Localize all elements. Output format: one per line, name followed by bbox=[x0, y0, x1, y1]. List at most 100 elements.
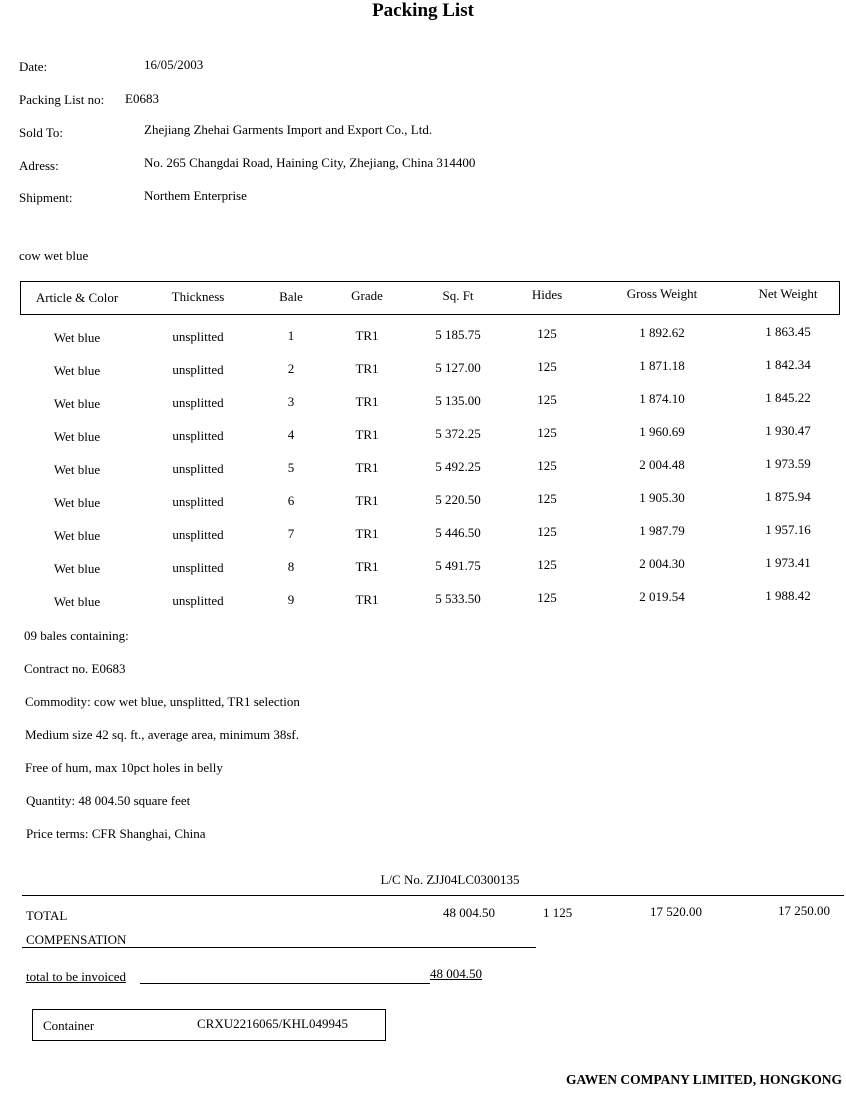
column-header: Grade bbox=[351, 288, 383, 303]
table-cell: unsplitted bbox=[172, 560, 224, 575]
table-cell: 1 987.79 bbox=[639, 523, 685, 538]
table-cell: 1 871.18 bbox=[639, 358, 685, 373]
table-cell: 3 bbox=[287, 394, 295, 409]
table-row: Wet blue unsplitted 4 TR1 5 372.25 125 1 960.6… bbox=[0, 423, 846, 449]
table-cell: 5 491.75 bbox=[435, 558, 481, 573]
date-label: Date: bbox=[19, 59, 48, 74]
table-cell: 2 004.48 bbox=[639, 457, 685, 472]
table-cell: TR1 bbox=[355, 394, 379, 409]
table-row: Wet blue unsplitted 9 TR1 5 533.50 125 2 019.5… bbox=[0, 588, 846, 614]
table-cell: TR1 bbox=[355, 592, 379, 607]
note-line: Price terms: CFR Shanghai, China bbox=[26, 826, 206, 841]
total-net-weight: 17 250.00 bbox=[778, 903, 830, 918]
table-cell: 2 019.54 bbox=[639, 589, 685, 604]
container-value: CRXU2216065/KHL049945 bbox=[197, 1016, 348, 1031]
table-cell: 125 bbox=[537, 590, 557, 605]
table-row: Wet blue unsplitted 3 TR1 5 135.00 125 1 874.1… bbox=[0, 390, 846, 416]
table-cell: unsplitted bbox=[172, 527, 224, 542]
table-cell: Wet blue bbox=[53, 363, 101, 378]
table-cell: TR1 bbox=[355, 493, 379, 508]
table-cell: 5 372.25 bbox=[435, 426, 481, 441]
table-cell: 1 960.69 bbox=[639, 424, 685, 439]
table-cell: TR1 bbox=[355, 361, 379, 376]
table-cell: 5 492.25 bbox=[435, 459, 481, 474]
table-row: Wet blue unsplitted 2 TR1 5 127.00 125 1 871.1… bbox=[0, 357, 846, 383]
note-line: 09 bales containing: bbox=[24, 628, 129, 643]
total-sq-ft: 48 004.50 bbox=[443, 905, 495, 920]
table-cell: 1 988.42 bbox=[765, 588, 811, 603]
table-cell: 125 bbox=[537, 392, 557, 407]
table-cell: 5 135.00 bbox=[435, 393, 481, 408]
table-row: Wet blue unsplitted 1 TR1 5 185.75 125 1 892.6… bbox=[0, 324, 846, 350]
table-cell: 6 bbox=[287, 493, 295, 508]
table-cell: 9 bbox=[287, 592, 295, 607]
column-header: Thickness bbox=[171, 289, 225, 304]
table-cell: 1 892.62 bbox=[639, 325, 685, 340]
table-cell: unsplitted bbox=[172, 428, 224, 443]
table-cell: 1 930.47 bbox=[765, 423, 811, 438]
table-cell: 4 bbox=[287, 427, 295, 442]
table-cell: Wet blue bbox=[53, 429, 101, 444]
table-cell: 1 875.94 bbox=[765, 489, 811, 504]
table-cell: unsplitted bbox=[172, 461, 224, 476]
table-cell: 125 bbox=[537, 359, 557, 374]
invoiced-value: 48 004.50 bbox=[430, 966, 482, 981]
container-label: Container bbox=[43, 1018, 95, 1033]
note-line: Commodity: cow wet blue, unsplitted, TR1… bbox=[25, 694, 300, 709]
table-cell: 1 874.10 bbox=[639, 391, 685, 406]
address-label: Adress: bbox=[19, 158, 59, 173]
column-header: Article & Color bbox=[35, 290, 119, 305]
table-row: Wet blue unsplitted 7 TR1 5 446.50 125 1 987.7… bbox=[0, 522, 846, 548]
table-cell: Wet blue bbox=[53, 462, 101, 477]
total-gross-weight: 17 520.00 bbox=[650, 904, 702, 919]
table-cell: 125 bbox=[537, 524, 557, 539]
table-cell: 1 973.59 bbox=[765, 456, 811, 471]
total-hides: 1 125 bbox=[543, 905, 573, 920]
table-cell: 5 bbox=[287, 460, 295, 475]
sold-to-value: Zhejiang Zhehai Garments Import and Expo… bbox=[144, 122, 433, 137]
page-title: Packing List bbox=[372, 0, 474, 21]
note-line: Free of hum, max 10pct holes in belly bbox=[25, 760, 223, 775]
packing-list-label: Packing List no: bbox=[19, 92, 105, 107]
table-cell: Wet blue bbox=[53, 528, 101, 543]
table-row: Wet blue unsplitted 8 TR1 5 491.75 125 2 004.3… bbox=[0, 555, 846, 581]
table-cell: 1 842.34 bbox=[765, 357, 811, 372]
table-row: Wet blue unsplitted 5 TR1 5 492.25 125 2 004.4… bbox=[0, 456, 846, 482]
table-cell: 7 bbox=[287, 526, 295, 541]
date-value: 16/05/2003 bbox=[144, 57, 204, 72]
table-cell: 5 220.50 bbox=[435, 492, 481, 507]
compensation-label: COMPENSATION bbox=[26, 932, 127, 947]
table-cell: unsplitted bbox=[172, 329, 224, 344]
table-cell: 1 905.30 bbox=[639, 490, 685, 505]
divider bbox=[140, 983, 430, 984]
table-cell: TR1 bbox=[355, 526, 379, 541]
table-cell: unsplitted bbox=[172, 593, 224, 608]
sold-to-label: Sold To: bbox=[19, 125, 64, 140]
table-cell: Wet blue bbox=[53, 396, 101, 411]
table-cell: Wet blue bbox=[53, 495, 101, 510]
table-cell: Wet blue bbox=[53, 561, 101, 576]
column-header: Gross Weight bbox=[626, 286, 698, 301]
table-cell: 5 127.00 bbox=[435, 360, 481, 375]
table-cell: 125 bbox=[537, 491, 557, 506]
table-cell: 5 446.50 bbox=[435, 525, 481, 540]
table-cell: TR1 bbox=[355, 328, 379, 343]
table-cell: 2 bbox=[287, 361, 295, 376]
column-header: Hides bbox=[531, 287, 563, 302]
column-header: Net Weight bbox=[758, 286, 818, 301]
total-label: TOTAL bbox=[26, 908, 68, 923]
table-cell: 125 bbox=[537, 557, 557, 572]
column-header: Bale bbox=[279, 289, 303, 304]
shipment-value: Northem Enterprise bbox=[144, 188, 247, 203]
address-value: No. 265 Changdai Road, Haining City, Zhe… bbox=[144, 155, 476, 170]
invoiced-label: total to be invoiced bbox=[26, 969, 127, 984]
footer-company: GAWEN COMPANY LIMITED, HONGKONG bbox=[565, 1072, 842, 1087]
table-row: Wet blue unsplitted 6 TR1 5 220.50 125 1 905.3… bbox=[0, 489, 846, 515]
table-cell: 5 185.75 bbox=[435, 327, 481, 342]
table-cell: 1 bbox=[287, 328, 295, 343]
product-name: cow wet blue bbox=[19, 248, 89, 263]
packing-list-no: E0683 bbox=[125, 91, 159, 106]
table-header bbox=[20, 281, 840, 315]
note-line: Quantity: 48 004.50 square feet bbox=[26, 793, 191, 808]
table-cell: 125 bbox=[537, 458, 557, 473]
